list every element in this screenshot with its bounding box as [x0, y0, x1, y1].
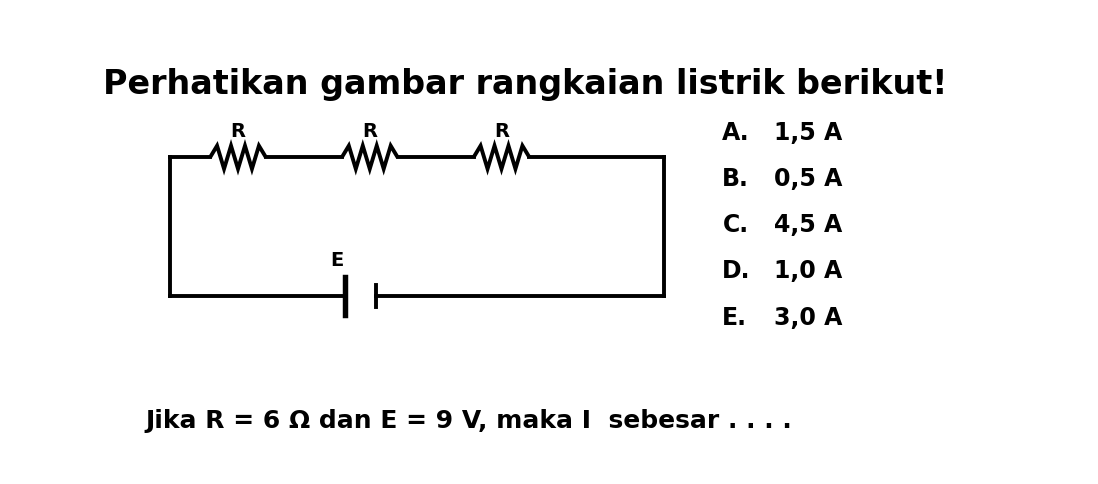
Text: 1,0 A: 1,0 A: [774, 259, 842, 283]
Text: Jika R = 6 Ω dan E = 9 V, maka I  sebesar . . . .: Jika R = 6 Ω dan E = 9 V, maka I sebesar…: [145, 408, 792, 432]
Text: E: E: [330, 250, 344, 270]
Text: R: R: [231, 122, 246, 141]
Text: 0,5 A: 0,5 A: [774, 167, 842, 191]
Text: A.: A.: [722, 121, 750, 145]
Text: Perhatikan gambar rangkaian listrik berikut!: Perhatikan gambar rangkaian listrik beri…: [102, 68, 946, 101]
Text: 3,0 A: 3,0 A: [774, 305, 842, 329]
Text: R: R: [494, 122, 509, 141]
Text: R: R: [362, 122, 378, 141]
Text: E.: E.: [722, 305, 748, 329]
Text: 1,5 A: 1,5 A: [774, 121, 842, 145]
Text: D.: D.: [722, 259, 751, 283]
Text: C.: C.: [722, 213, 749, 237]
Text: 4,5 A: 4,5 A: [774, 213, 842, 237]
Text: B.: B.: [722, 167, 749, 191]
